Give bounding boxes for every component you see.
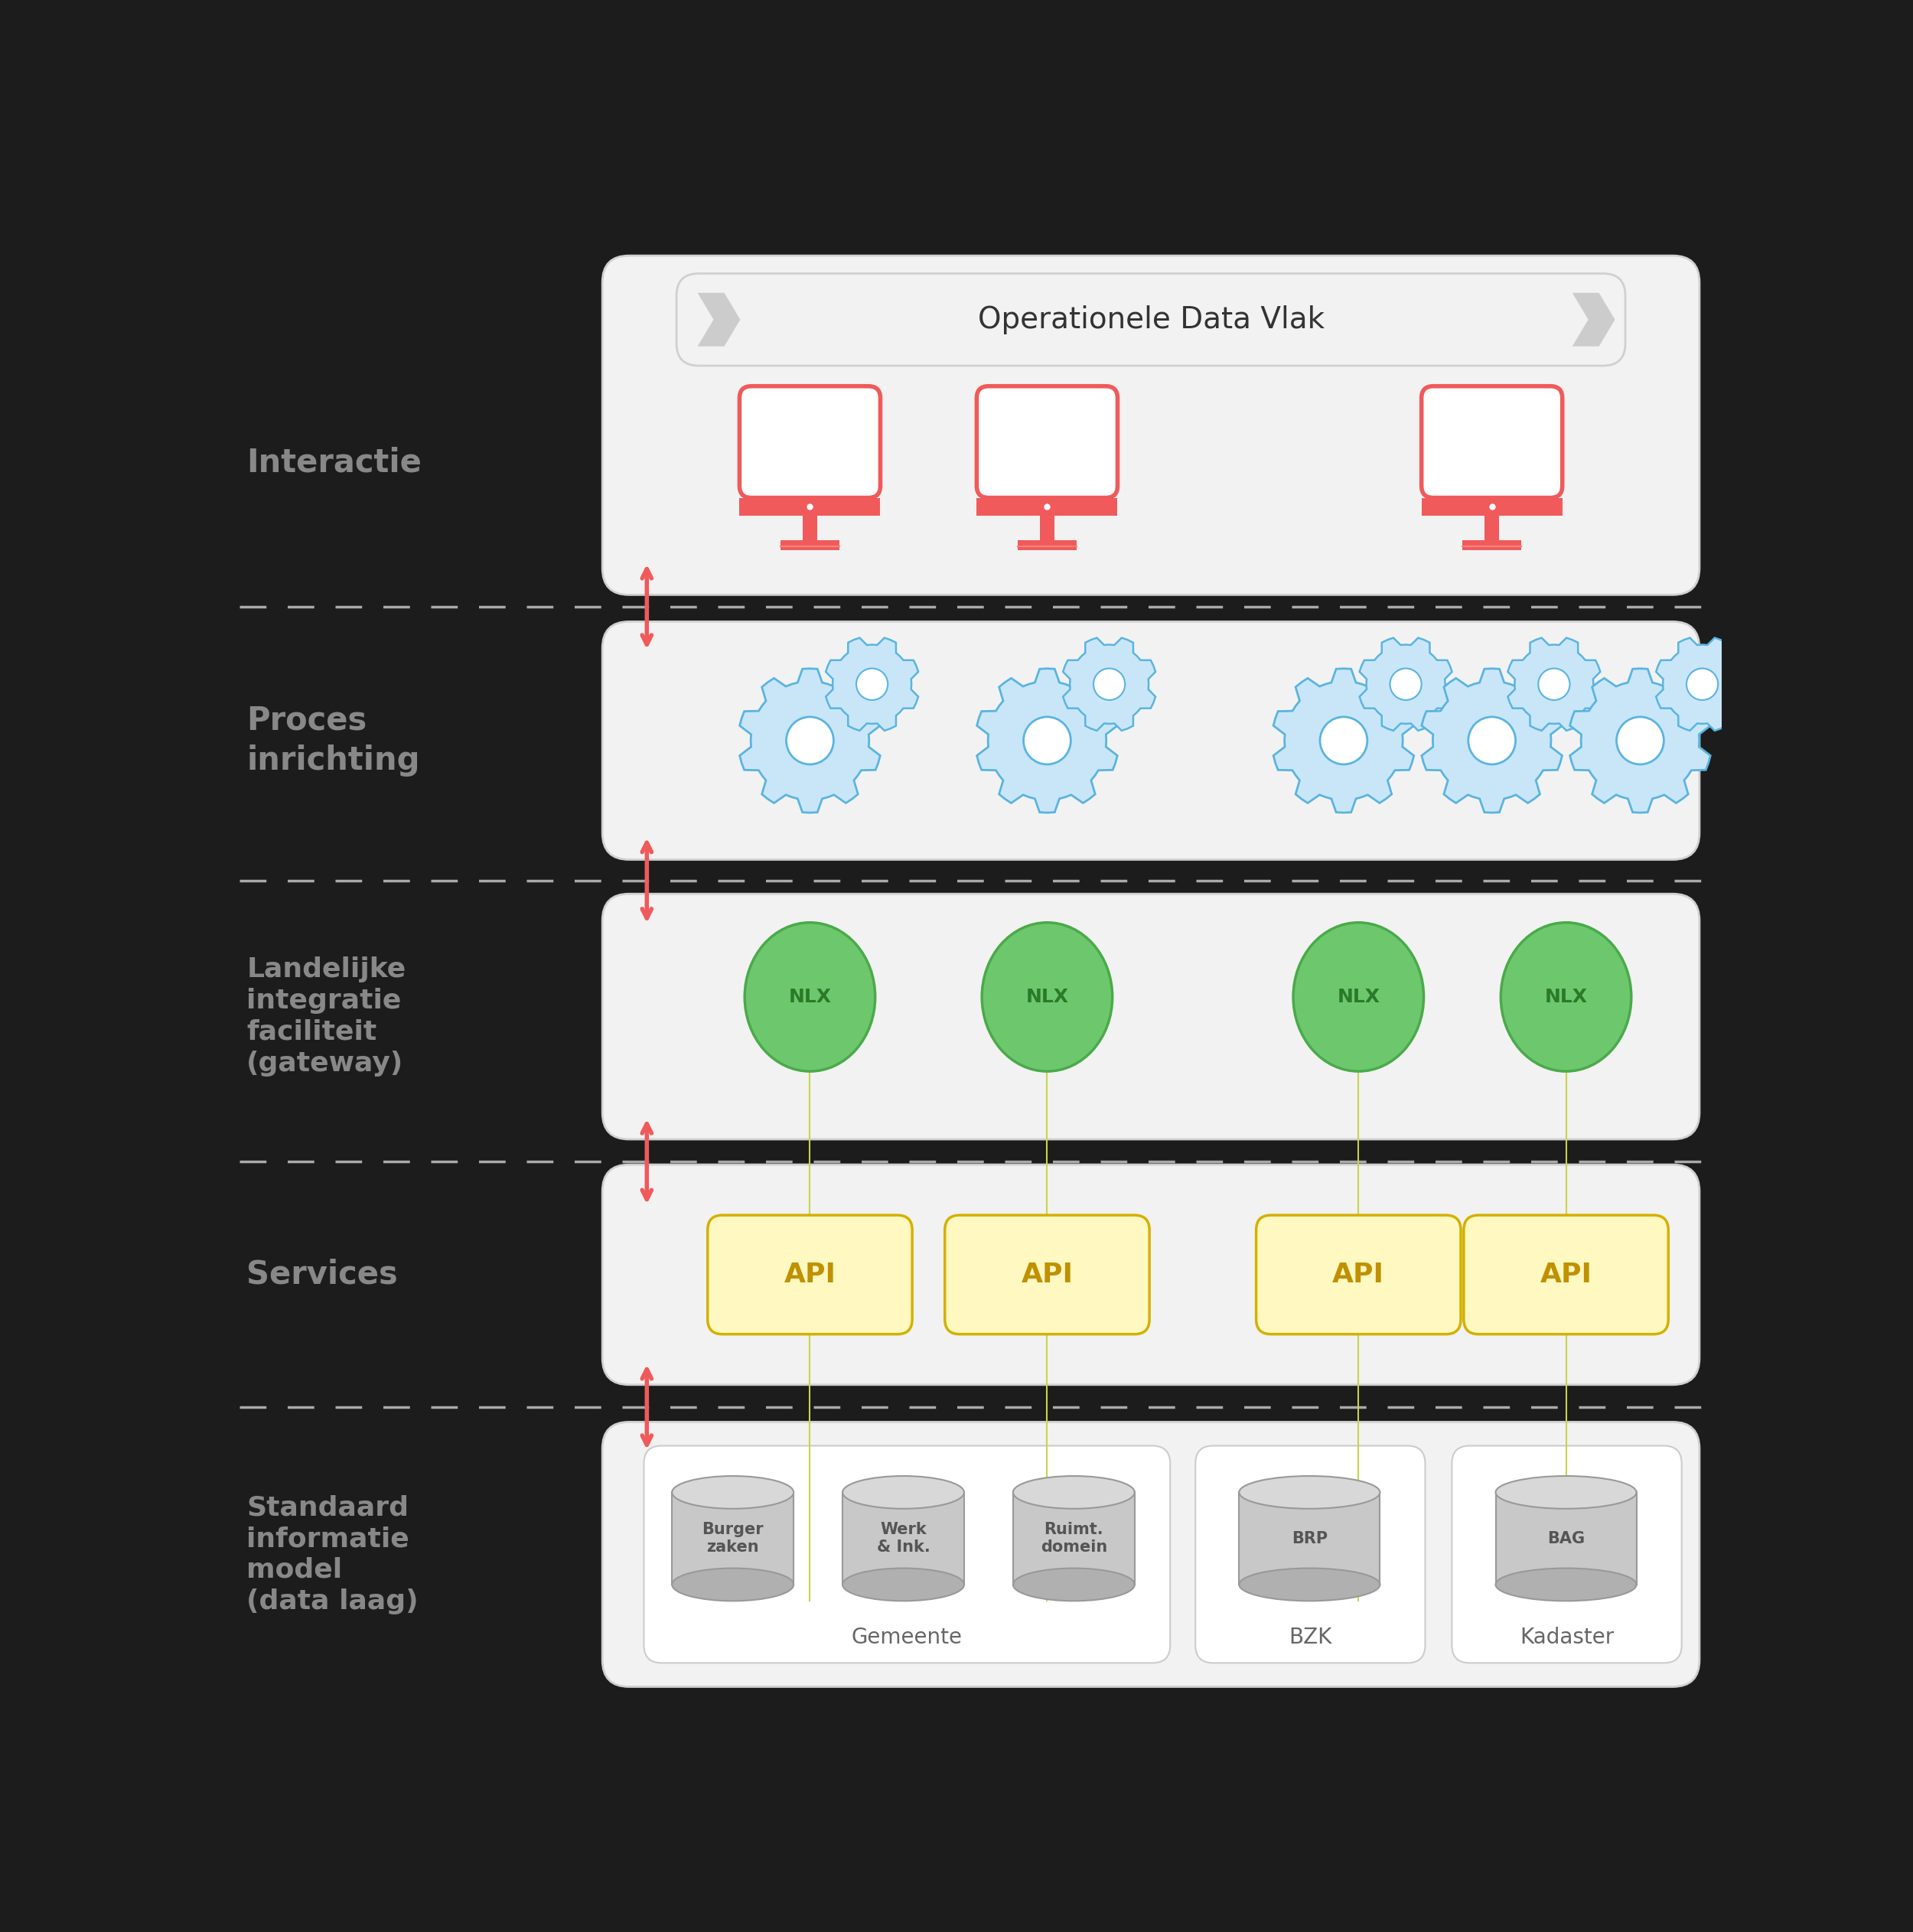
FancyBboxPatch shape bbox=[1196, 1445, 1425, 1663]
Circle shape bbox=[786, 717, 834, 765]
Circle shape bbox=[1616, 717, 1664, 765]
Text: Ruimt.
domein: Ruimt. domein bbox=[1041, 1522, 1108, 1555]
Polygon shape bbox=[826, 638, 918, 730]
Text: Gemeente: Gemeente bbox=[851, 1627, 962, 1648]
FancyBboxPatch shape bbox=[603, 255, 1699, 595]
Polygon shape bbox=[1064, 638, 1155, 730]
Text: Operationele Data Vlak: Operationele Data Vlak bbox=[978, 305, 1324, 334]
Bar bbox=[1496, 1492, 1636, 1584]
Bar bbox=[1018, 541, 1077, 551]
Polygon shape bbox=[1657, 638, 1748, 730]
Bar bbox=[1240, 1492, 1379, 1584]
Ellipse shape bbox=[1496, 1476, 1636, 1509]
Text: Standaard
informatie
model
(data laag): Standaard informatie model (data laag) bbox=[247, 1495, 419, 1613]
Text: Werk
& Ink.: Werk & Ink. bbox=[876, 1522, 930, 1555]
Circle shape bbox=[1391, 668, 1421, 699]
Text: BZK: BZK bbox=[1289, 1627, 1331, 1648]
Text: Kadaster: Kadaster bbox=[1519, 1627, 1615, 1648]
Ellipse shape bbox=[671, 1476, 794, 1509]
Bar bbox=[671, 1492, 794, 1584]
Bar bbox=[842, 1492, 964, 1584]
Polygon shape bbox=[1421, 668, 1563, 813]
Ellipse shape bbox=[1240, 1569, 1379, 1602]
FancyBboxPatch shape bbox=[677, 274, 1626, 365]
Circle shape bbox=[1687, 668, 1718, 699]
Bar bbox=[978, 498, 1117, 516]
Polygon shape bbox=[1507, 638, 1601, 730]
Bar bbox=[1014, 1492, 1134, 1584]
Text: Services: Services bbox=[247, 1258, 398, 1291]
FancyBboxPatch shape bbox=[603, 1422, 1699, 1687]
Ellipse shape bbox=[1014, 1476, 1134, 1509]
Text: Burger
zaken: Burger zaken bbox=[702, 1522, 763, 1555]
Ellipse shape bbox=[744, 923, 874, 1072]
Ellipse shape bbox=[1014, 1569, 1134, 1602]
FancyBboxPatch shape bbox=[645, 1445, 1171, 1663]
FancyBboxPatch shape bbox=[945, 1215, 1150, 1335]
Bar bbox=[1462, 541, 1521, 551]
Bar bbox=[1041, 516, 1054, 541]
FancyBboxPatch shape bbox=[708, 1215, 913, 1335]
Text: NLX: NLX bbox=[1337, 987, 1379, 1007]
Polygon shape bbox=[1572, 294, 1615, 346]
Polygon shape bbox=[740, 668, 880, 813]
FancyBboxPatch shape bbox=[1452, 1445, 1682, 1663]
Text: Landelijke
integratie
faciliteit
(gateway): Landelijke integratie faciliteit (gatewa… bbox=[247, 956, 406, 1076]
FancyBboxPatch shape bbox=[740, 386, 880, 498]
Bar bbox=[1421, 498, 1563, 516]
Ellipse shape bbox=[1502, 923, 1632, 1072]
Circle shape bbox=[1094, 668, 1125, 699]
Circle shape bbox=[1469, 717, 1515, 765]
Text: NLX: NLX bbox=[788, 987, 832, 1007]
Ellipse shape bbox=[1293, 923, 1423, 1072]
Text: API: API bbox=[1540, 1262, 1592, 1289]
FancyBboxPatch shape bbox=[603, 1165, 1699, 1385]
Text: NLX: NLX bbox=[1544, 987, 1588, 1007]
Text: Interactie: Interactie bbox=[247, 446, 421, 479]
Circle shape bbox=[1023, 717, 1071, 765]
Bar bbox=[803, 516, 817, 541]
Circle shape bbox=[1320, 717, 1368, 765]
FancyBboxPatch shape bbox=[978, 386, 1117, 498]
FancyBboxPatch shape bbox=[603, 895, 1699, 1140]
FancyBboxPatch shape bbox=[1257, 1215, 1462, 1335]
Circle shape bbox=[1538, 668, 1571, 699]
Text: Proces
inrichting: Proces inrichting bbox=[247, 705, 419, 777]
Ellipse shape bbox=[842, 1476, 964, 1509]
Bar bbox=[781, 541, 840, 551]
Circle shape bbox=[857, 668, 888, 699]
Bar bbox=[740, 498, 880, 516]
Polygon shape bbox=[1360, 638, 1452, 730]
Polygon shape bbox=[1274, 668, 1414, 813]
Polygon shape bbox=[698, 294, 740, 346]
Text: BAG: BAG bbox=[1548, 1530, 1584, 1546]
Text: API: API bbox=[1022, 1262, 1073, 1289]
FancyBboxPatch shape bbox=[1463, 1215, 1668, 1335]
FancyBboxPatch shape bbox=[603, 622, 1699, 860]
Ellipse shape bbox=[842, 1569, 964, 1602]
Ellipse shape bbox=[1240, 1476, 1379, 1509]
Text: NLX: NLX bbox=[1025, 987, 1069, 1007]
Ellipse shape bbox=[981, 923, 1111, 1072]
FancyBboxPatch shape bbox=[1421, 386, 1563, 498]
Polygon shape bbox=[978, 668, 1117, 813]
Ellipse shape bbox=[1496, 1569, 1636, 1602]
Text: API: API bbox=[784, 1262, 836, 1289]
Text: API: API bbox=[1333, 1262, 1385, 1289]
Text: BRP: BRP bbox=[1291, 1530, 1328, 1546]
Bar bbox=[1484, 516, 1500, 541]
Ellipse shape bbox=[671, 1569, 794, 1602]
Polygon shape bbox=[1571, 668, 1710, 813]
